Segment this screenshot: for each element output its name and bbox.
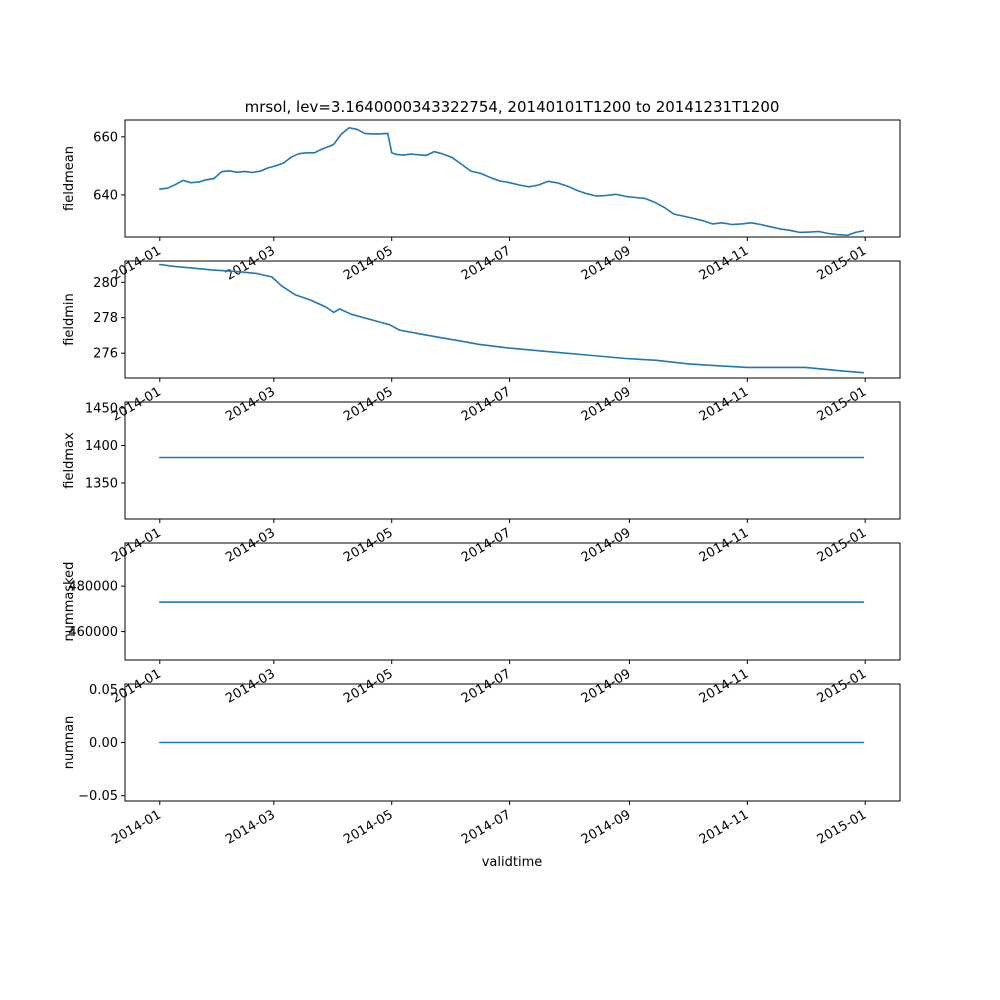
panels-group: 640 660 fieldmean 2014-01 2014-03 2014-05 2014… [62, 119, 901, 848]
x-tick-label: 2014-07 [459, 807, 514, 847]
y-tick-label: 660 [93, 130, 118, 145]
axes-frame [124, 119, 901, 238]
x-tick-label: 2014-03 [223, 666, 278, 706]
y-tick-label: 1350 [85, 477, 118, 492]
x-tick-label: 2014-03 [223, 384, 278, 424]
axes-frame [124, 542, 901, 661]
x-tick-label: 2015-01 [815, 807, 870, 847]
x-tick-label: 2014-11 [697, 666, 752, 706]
y-tick-label: 480000 [68, 580, 118, 595]
x-tick-label: 2014-03 [223, 807, 278, 847]
x-tick-label: 2014-09 [579, 807, 634, 847]
x-tick-label: 2014-11 [697, 525, 752, 565]
y-axis-label: fieldmean [62, 146, 77, 211]
x-tick-label: 2014-07 [459, 666, 514, 706]
x-tick-label: 2014-07 [459, 525, 514, 565]
x-tick-label: 2014-01 [109, 525, 164, 565]
y-tick-label: 1400 [85, 439, 118, 454]
x-tick-label: 2014-01 [109, 807, 164, 847]
x-axis-label: validtime [482, 855, 543, 870]
y-tick-label: 0.05 [89, 683, 118, 698]
x-tick-label: 2014-11 [697, 243, 752, 283]
x-tick-label: 2014-05 [341, 243, 396, 283]
y-axis-label: numnan [62, 716, 77, 770]
x-tick-label: 2014-03 [223, 243, 278, 283]
y-axis-label: fieldmax [62, 432, 77, 489]
x-tick-label: 2014-09 [579, 525, 634, 565]
y-tick-label: 460000 [68, 625, 118, 640]
x-tick-label: 2014-11 [697, 807, 752, 847]
chart-title: mrsol, lev=3.1640000343322754, 20140101T… [245, 98, 780, 116]
x-tick-label: 2014-05 [341, 525, 396, 565]
x-tick-label: 2015-01 [815, 525, 870, 565]
y-axis-label: fieldmin [62, 293, 77, 346]
subplot-numnan: −0.05 0.00 0.05 numnan 2014-01 2014-03 2014-05… [62, 683, 901, 848]
x-tick-label: 2014-05 [341, 384, 396, 424]
x-tick-label: 2014-05 [341, 807, 396, 847]
x-tick-label: 2014-09 [579, 384, 634, 424]
x-tick-label: 2015-01 [815, 666, 870, 706]
y-tick-label: 278 [93, 311, 118, 326]
subplot-fieldmax: 1350 1400 1450 fieldmax 2014-01 2014-03 2014-0… [62, 401, 901, 566]
y-tick-label: 280 [93, 276, 118, 291]
x-tick-label: 2014-05 [341, 666, 396, 706]
series-line-fieldmean [159, 127, 865, 237]
x-tick-label: 2014-03 [223, 525, 278, 565]
x-tick-label: 2014-11 [697, 384, 752, 424]
y-tick-label: 640 [93, 188, 118, 203]
x-tick-label: 2015-01 [815, 384, 870, 424]
axes-frame [124, 260, 901, 379]
y-axis-label: nummasked [62, 562, 77, 642]
y-tick-label: 0.00 [89, 736, 118, 751]
axes-frame [124, 401, 901, 520]
x-tick-label: 2014-07 [459, 384, 514, 424]
y-tick-label: 1450 [85, 402, 118, 417]
x-tick-label: 2014-09 [579, 243, 634, 283]
series-line-fieldmin [159, 263, 865, 374]
x-tick-label: 2014-09 [579, 666, 634, 706]
x-tick-label: 2014-07 [459, 243, 514, 283]
y-tick-label: −0.05 [78, 789, 118, 804]
x-tick-label: 2015-01 [815, 243, 870, 283]
y-tick-label: 276 [93, 347, 118, 362]
